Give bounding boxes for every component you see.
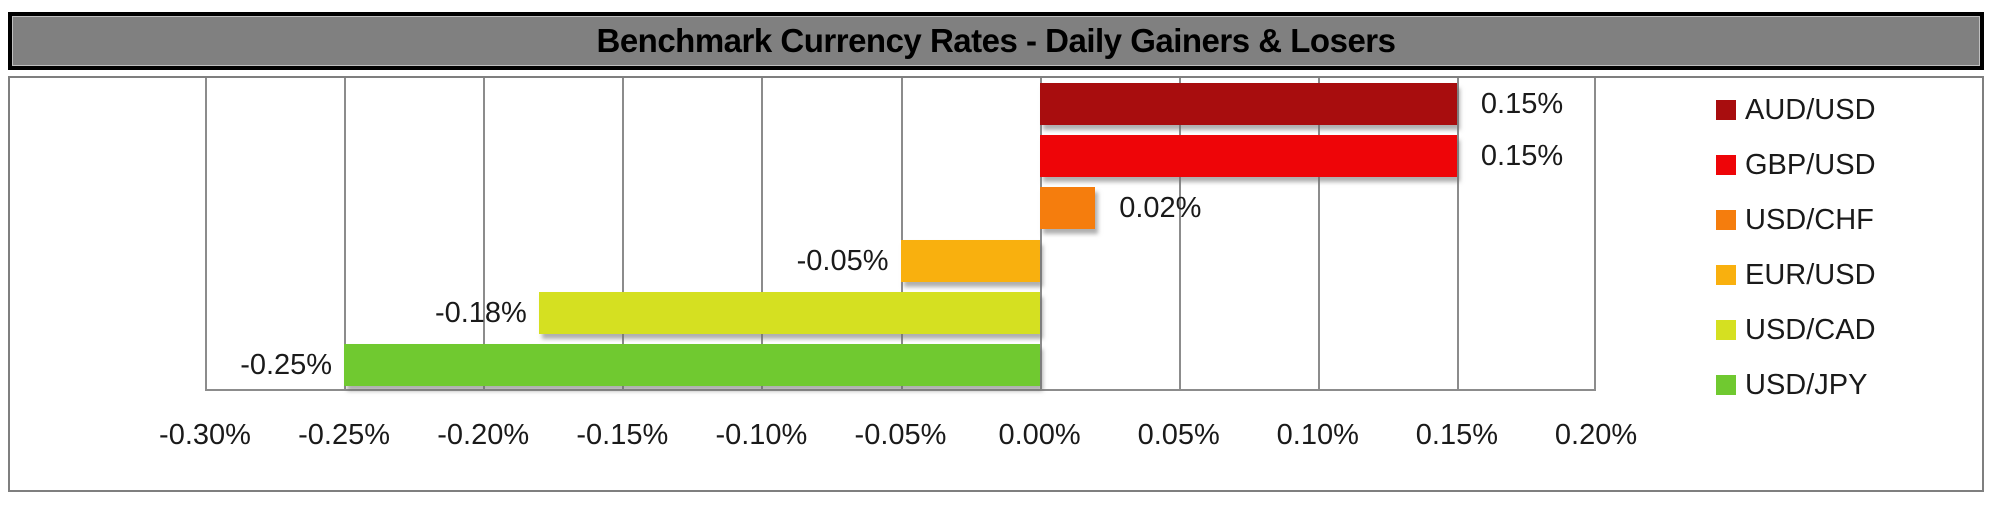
legend-item-usd-jpy: USD/JPY — [1716, 370, 1867, 400]
x-tick-label: -0.15% — [576, 419, 669, 451]
legend-item-usd-chf: USD/CHF — [1716, 205, 1874, 235]
x-tick-label: -0.25% — [298, 419, 391, 451]
bar-usd-jpy — [344, 343, 1040, 386]
value-label-usd-chf: 0.02% — [1119, 192, 1202, 225]
legend-label-usd-jpy: USD/JPY — [1745, 368, 1868, 401]
gridline — [344, 78, 346, 391]
gridline — [483, 78, 485, 391]
x-axis: -0.30% -0.25% -0.20% -0.15% -0.10% -0.05% 0.00… — [10, 78, 1982, 490]
gridline — [1040, 78, 1042, 391]
legend-item-gbp-usd: GBP/USD — [1716, 150, 1876, 180]
value-label-usd-cad: -0.18% — [434, 296, 527, 329]
legend-item-usd-cad: USD/CAD — [1716, 315, 1876, 345]
legend-item-aud-usd: AUD/USD — [1716, 95, 1876, 125]
value-label-usd-jpy: -0.25% — [240, 348, 333, 381]
gridline — [1318, 78, 1320, 391]
legend-item-eur-usd: EUR/USD — [1716, 260, 1876, 290]
bar-usd-cad — [538, 291, 1040, 334]
bar-eur-usd — [900, 239, 1040, 282]
gridline — [1594, 78, 1596, 391]
gridline — [1457, 78, 1459, 391]
legend-swatch-eur-usd — [1716, 264, 1736, 285]
x-tick-label: 0.15% — [1415, 419, 1499, 451]
gridline — [622, 78, 624, 391]
x-tick-label: -0.05% — [854, 419, 947, 451]
chart-plot-container: 0.15% 0.15% 0.02% -0.05% -0.18% -0.25% -0.30%… — [8, 76, 1984, 492]
x-tick-label: -0.10% — [715, 419, 808, 451]
bar-aud-usd — [1039, 83, 1457, 126]
gridline — [901, 78, 903, 391]
legend-swatch-usd-jpy — [1716, 374, 1736, 395]
value-label-gbp-usd: 0.15% — [1480, 140, 1564, 173]
bar-usd-chf — [1039, 187, 1096, 230]
legend: AUD/USD GBP/USD USD/CHF EUR/USD USD/CAD USD/J… — [1716, 78, 1976, 438]
x-tick-label: 0.05% — [1137, 419, 1220, 451]
legend-label-usd-chf: USD/CHF — [1745, 203, 1874, 236]
x-axis-line — [205, 389, 1596, 391]
legend-label-aud-usd: AUD/USD — [1745, 94, 1876, 126]
gridline — [761, 78, 763, 391]
legend-label-eur-usd: EUR/USD — [1745, 258, 1876, 291]
value-label-eur-usd: -0.05% — [796, 244, 889, 277]
legend-label-usd-cad: USD/CAD — [1745, 313, 1876, 346]
x-tick-label: 0.20% — [1554, 419, 1638, 451]
legend-swatch-usd-chf — [1716, 209, 1736, 230]
legend-swatch-usd-cad — [1716, 319, 1736, 340]
value-label-aud-usd: 0.15% — [1480, 88, 1564, 121]
plot-area: 0.15% 0.15% 0.02% -0.05% -0.18% -0.25% — [205, 78, 1596, 391]
x-tick-label: -0.30% — [159, 419, 251, 451]
bar-gbp-usd — [1039, 135, 1457, 178]
chart-title: Benchmark Currency Rates - Daily Gainers… — [596, 22, 1396, 59]
legend-label-gbp-usd: GBP/USD — [1745, 148, 1876, 181]
x-tick-label: -0.20% — [437, 419, 530, 451]
gridline — [1179, 78, 1181, 391]
gridline — [205, 78, 207, 391]
legend-swatch-gbp-usd — [1716, 154, 1736, 175]
chart-title-bar: Benchmark Currency Rates - Daily Gainers… — [8, 12, 1984, 70]
x-tick-label: 0.00% — [998, 419, 1081, 451]
x-tick-label: 0.10% — [1276, 419, 1359, 451]
legend-swatch-aud-usd — [1716, 100, 1736, 120]
